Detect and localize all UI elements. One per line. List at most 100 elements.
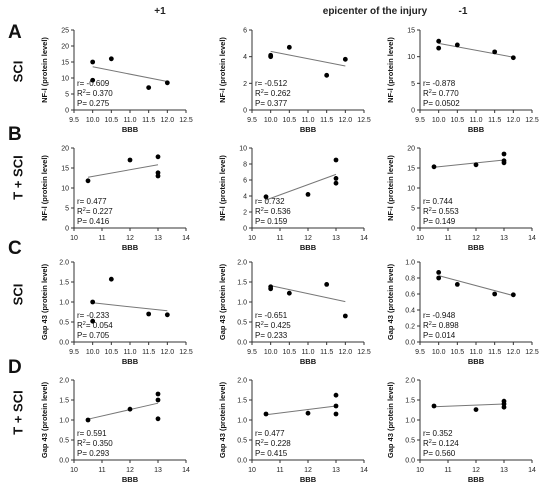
plot-11-x-tick-label: 12 xyxy=(472,467,480,474)
plot-4-y-label: NF-l (protein level) xyxy=(218,155,227,221)
plot-8-x-tick-label: 11.0 xyxy=(469,349,482,356)
plot-2-x-tick-label: 12.5 xyxy=(525,117,539,124)
plot-5-y-tick-label: 10 xyxy=(407,186,415,193)
plot-0-x-tick-label: 11.0 xyxy=(123,117,136,124)
plot-4-regression-line xyxy=(265,173,337,201)
plot-2-y-tick-label: 0 xyxy=(411,108,415,115)
plot-8-data-point xyxy=(454,282,460,287)
plot-6-x-tick-label: 9.5 xyxy=(69,349,79,356)
plot-2-data-point xyxy=(510,55,516,61)
plot-7-y-label: Gap 43 (protein level) xyxy=(218,263,227,340)
plot-1-x-tick-label: 12.5 xyxy=(357,117,371,124)
plot-5-stat-0: r= 0.744 xyxy=(423,197,453,206)
plot-0-data-point xyxy=(90,59,96,65)
plot-6-stat-0: r= -0.233 xyxy=(77,311,110,320)
plot-0-x-tick-label: 12.0 xyxy=(161,117,175,124)
plot-7-regression-line xyxy=(270,285,346,303)
plot-4-x-tick-label: 13 xyxy=(332,235,340,242)
plot-2-data-point xyxy=(436,45,442,51)
plot-10-x-label: BBB xyxy=(300,475,317,484)
plot-4-stat-0: r= 0.732 xyxy=(255,197,285,206)
plot-0-y-tick-label: 25 xyxy=(61,28,69,35)
plot-0-y-tick-label: 15 xyxy=(61,60,69,67)
plot-5-y-tick-label: 0 xyxy=(411,226,415,233)
plot-9-data-point xyxy=(155,397,161,403)
plot-0-stat-2: P= 0.275 xyxy=(77,99,110,108)
plot-1-y-tick-label: 0 xyxy=(243,108,247,115)
plot-10-stat-0: r= 0.477 xyxy=(255,429,285,438)
plot-7-y-tick-label: 0.5 xyxy=(237,320,247,327)
plot-1-x-tick-label: 9.5 xyxy=(247,117,257,124)
plot-10-y-tick-label: 0.0 xyxy=(237,458,247,465)
plot-9-data-point xyxy=(127,406,133,412)
plot-3-data-point xyxy=(85,178,91,184)
plot-2-data-point xyxy=(492,49,498,55)
plot-6-x-tick-label: 12.5 xyxy=(179,349,193,356)
plot-5-data-point xyxy=(473,162,479,168)
plot-4-stat-2: P= 0.159 xyxy=(255,217,288,226)
plot-11-stat-0: r= 0.352 xyxy=(423,429,453,438)
plot-10-data-point xyxy=(305,410,311,416)
plot-2-x-tick-label: 11.5 xyxy=(488,117,501,124)
plot-1-y-tick-label: 2 xyxy=(243,81,247,88)
plot-4-y-tick-label: 6 xyxy=(243,178,247,185)
plot-1-y-tick-label: 4 xyxy=(243,54,247,61)
plot-11-data-point xyxy=(431,403,437,409)
plot-5-x-tick-label: 10 xyxy=(416,235,424,242)
plot-4-y-tick-label: 2 xyxy=(243,210,247,217)
plot-9-y-tick-label: 2.0 xyxy=(59,378,69,385)
plot-11-regression-line xyxy=(433,403,505,408)
row-letter-c: C xyxy=(8,238,22,259)
plot-3-y-tick-label: 0 xyxy=(65,226,69,233)
plot-11-x-tick-label: 10 xyxy=(416,467,424,474)
plot-7-y-tick-label: 1.5 xyxy=(237,280,247,287)
plot-1-stat-1: R2= 0.262 xyxy=(255,89,291,98)
plot-3-x-tick-label: 14 xyxy=(182,235,190,242)
plot-9-y-tick-label: 1.0 xyxy=(59,418,69,425)
plot-6-stat-1: R2= 0.054 xyxy=(77,321,113,330)
plot-7-x-tick-label: 11.5 xyxy=(320,349,333,356)
plot-6-data-point xyxy=(146,311,152,317)
plot-6-x-tick-label: 12.0 xyxy=(161,349,175,356)
plot-7-y-tick-label: 0.0 xyxy=(237,340,247,347)
plot-2-y-tick-label: 15 xyxy=(407,28,415,35)
plot-9-stat-0: r= 0.591 xyxy=(77,429,107,438)
plot-5-y-tick-label: 20 xyxy=(407,146,415,153)
plot-2-y-label: NF-l (protein level) xyxy=(386,37,395,103)
plot-0-x-tick-label: 9.5 xyxy=(69,117,79,124)
plot-10-stat-2: P= 0.415 xyxy=(255,449,288,458)
plot-3-stat-2: P= 0.416 xyxy=(77,217,110,226)
plot-8-y-tick-label: 0.0 xyxy=(405,340,415,347)
plot-7-x-tick-label: 10.0 xyxy=(264,349,278,356)
plot-1-data-point xyxy=(286,44,292,50)
plot-6-data-point xyxy=(90,299,96,305)
plot-8-data-point xyxy=(510,292,516,298)
plot-1-data-point xyxy=(342,56,348,62)
plot-8-y-tick-label: 0.2 xyxy=(405,324,415,331)
plot-4-data-point xyxy=(333,157,339,163)
plot-2-x-tick-label: 9.5 xyxy=(415,117,425,124)
plot-2-stat-0: r= -0.878 xyxy=(423,79,456,88)
plot-3-x-label: BBB xyxy=(122,243,139,252)
plot-9-data-point xyxy=(85,417,91,423)
plot-3-x-tick-label: 13 xyxy=(154,235,162,242)
plot-0-regression-line xyxy=(92,66,168,83)
plot-4-data-point xyxy=(263,194,269,200)
plot-9-stat-2: P= 0.293 xyxy=(77,449,110,458)
plot-7-x-tick-label: 12.0 xyxy=(339,349,353,356)
plot-9-y-label: Gap 43 (protein level) xyxy=(40,381,49,458)
plot-9-x-tick-label: 14 xyxy=(182,467,190,474)
plot-0-stat-0: r= -0.609 xyxy=(77,79,110,88)
plot-8-data-point xyxy=(436,275,442,281)
plot-0-y-tick-label: 20 xyxy=(61,44,69,51)
plot-4-stat-1: R2= 0.536 xyxy=(255,207,291,216)
plot-6-data-point xyxy=(90,318,96,324)
plot-3-x-tick-label: 10 xyxy=(70,235,78,242)
plot-9-data-point xyxy=(155,416,161,422)
column-header-plus1: +1 xyxy=(154,6,166,17)
plot-8-x-tick-label: 10.5 xyxy=(451,349,465,356)
plot-7-data-point xyxy=(324,282,330,287)
plot-5-data-point xyxy=(501,151,507,157)
plot-0-data-point xyxy=(146,85,152,90)
plot-5-x-tick-label: 12 xyxy=(472,235,480,242)
